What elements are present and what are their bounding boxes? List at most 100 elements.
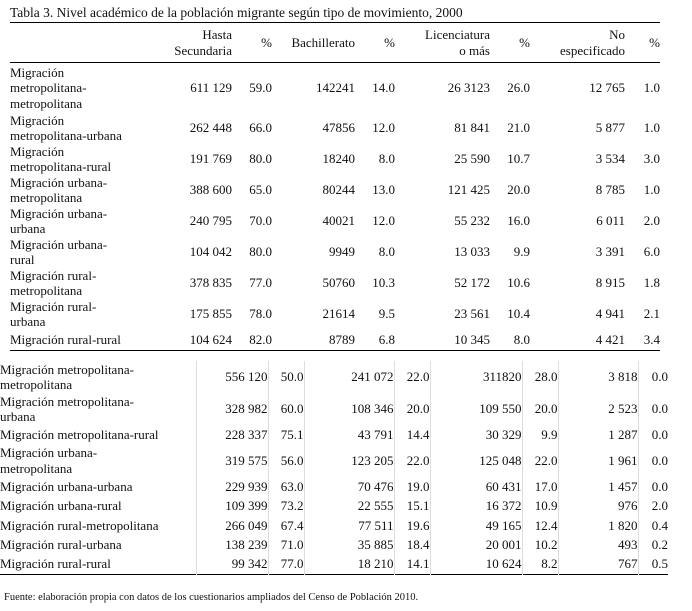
count-cell: 43 791 <box>303 425 394 445</box>
row-label: Migración rural-rural <box>0 556 111 572</box>
row-label: Migración rural-metropolitana <box>10 267 97 299</box>
pct-cell: 28.0 <box>521 361 558 393</box>
count-cell: 6 011 <box>596 213 625 229</box>
count-cell: 4 421 <box>595 332 625 347</box>
pct-cell: 16.0 <box>507 213 530 229</box>
table-row: Migración metropolitana-urbana 262 448 66.0… <box>10 113 660 144</box>
table-row: Migración urbana-rural 104 042 80.0 9949 8.0… <box>10 237 660 268</box>
count-cell: 21614 <box>322 306 356 322</box>
header-blank <box>10 23 160 63</box>
table-row: Migración rural-metropolitana 378 835 77.0… <box>10 268 660 299</box>
pct-cell: 20.0 <box>521 393 558 425</box>
pct-cell: 60.0 <box>267 393 304 425</box>
pct-cell: 10.3 <box>372 275 395 291</box>
count-cell: 60 431 <box>429 476 522 496</box>
count-cell: 77 511 <box>303 515 394 535</box>
pct-cell: 8.2 <box>521 554 558 574</box>
table-row: Migración urbana-metropolitana 319 575 56.… <box>0 444 668 477</box>
row-label: Migración urbana-rural <box>0 498 122 513</box>
count-cell: 109 399 <box>195 496 268 516</box>
pct-cell: 1.0 <box>643 182 660 198</box>
pct-cell: 0.0 <box>637 476 668 496</box>
pct-cell: 14.0 <box>372 80 395 95</box>
pct-cell: 0.0 <box>637 361 668 393</box>
count-cell: 50760 <box>322 275 356 291</box>
pct-cell: 22.0 <box>521 444 558 477</box>
header-row: Hasta Secundaria % Bachillerato % Licenci… <box>10 23 660 63</box>
count-cell: 241 072 <box>303 361 394 393</box>
pct-cell: 0.0 <box>637 425 668 445</box>
count-cell: 49 165 <box>429 515 522 535</box>
row-label: Migración metropolitana-urbana <box>10 112 122 144</box>
count-cell: 18240 <box>322 151 356 167</box>
pct-cell: 3.0 <box>643 151 660 167</box>
pct-cell: 3.4 <box>643 332 660 347</box>
table-row: Migración urbana-metropolitana 388 600 65.… <box>10 175 660 206</box>
count-cell: 8 785 <box>595 182 625 198</box>
pct-cell: 15.1 <box>393 496 430 516</box>
pct-cell: 0.4 <box>637 515 668 535</box>
count-cell: 40021 <box>322 213 356 229</box>
pct-cell: 73.2 <box>267 496 304 516</box>
pct-cell: 0.5 <box>637 554 668 574</box>
header-licenciatura: Licenciatura o más <box>425 27 490 58</box>
pct-cell: 14.1 <box>393 554 430 574</box>
pct-cell: 77.0 <box>249 275 272 291</box>
pct-cell: 22.0 <box>393 444 430 477</box>
header-secundaria: Hasta Secundaria <box>174 27 232 58</box>
pct-cell: 19.0 <box>393 476 430 496</box>
count-cell: 108 346 <box>303 393 394 425</box>
pct-cell: 59.0 <box>249 80 272 95</box>
count-cell: 3 391 <box>595 244 625 260</box>
pct-cell: 0.0 <box>637 444 668 477</box>
count-cell: 30 329 <box>429 425 522 445</box>
pct-cell: 56.0 <box>267 444 304 477</box>
count-cell: 81 841 <box>454 120 490 136</box>
count-cell: 13 033 <box>454 244 490 260</box>
pct-cell: 21.0 <box>507 120 530 136</box>
count-cell: 104 042 <box>189 244 232 260</box>
count-cell: 1 961 <box>557 444 638 477</box>
pct-cell: 77.0 <box>267 554 304 574</box>
pct-cell: 9.9 <box>513 244 530 260</box>
row-label: Migración metropolitana-metropolitana <box>0 361 134 393</box>
table-row: Migración urbana-urbana 229 939 63.0 70 476… <box>0 476 668 496</box>
count-cell: 9949 <box>329 244 355 260</box>
pct-cell: 19.6 <box>393 515 430 535</box>
pct-cell: 12.0 <box>372 213 395 229</box>
table-row: Migración rural-metropolitana 266 049 67.4… <box>0 515 668 535</box>
pct-cell: 9.9 <box>521 425 558 445</box>
row-label: Migración metropolitana-metropolitana <box>10 64 87 111</box>
pct-cell: 80.0 <box>249 151 272 167</box>
pct-cell: 17.0 <box>521 476 558 496</box>
table-row: Migración rural-rural 99 342 77.0 18 210 14.… <box>0 554 668 574</box>
count-cell: 35 885 <box>303 535 394 555</box>
pct-cell: 12.0 <box>372 120 395 136</box>
count-cell: 3 818 <box>557 361 638 393</box>
count-cell: 767 <box>557 554 638 574</box>
count-cell: 80244 <box>322 182 356 198</box>
count-cell: 55 232 <box>454 213 490 229</box>
table-2000: Hasta Secundaria % Bachillerato % Licenci… <box>10 22 660 351</box>
count-cell: 1 820 <box>557 515 638 535</box>
pct-cell: 13.0 <box>372 182 395 198</box>
count-cell: 18 210 <box>303 554 394 574</box>
header-pct: % <box>519 34 530 50</box>
row-label: Migración rural-rural <box>10 332 121 347</box>
count-cell: 4 941 <box>595 306 625 322</box>
pct-cell: 6.0 <box>643 244 660 260</box>
pct-cell: 9.5 <box>378 306 395 322</box>
pct-cell: 14.4 <box>393 425 430 445</box>
count-cell: 123 205 <box>303 444 394 477</box>
pct-cell: 10.7 <box>507 151 530 167</box>
pct-cell: 10.9 <box>521 496 558 516</box>
pct-cell: 26.0 <box>507 80 530 95</box>
count-cell: 1 287 <box>557 425 638 445</box>
table-row: Migración rural-urbana 138 239 71.0 35 885 1… <box>0 535 668 555</box>
pct-cell: 2.1 <box>643 306 660 322</box>
count-cell: 493 <box>557 535 638 555</box>
count-cell: 22 555 <box>303 496 394 516</box>
header-bachillerato: Bachillerato <box>291 34 355 50</box>
pct-cell: 0.0 <box>637 393 668 425</box>
count-cell: 104 624 <box>189 332 232 347</box>
